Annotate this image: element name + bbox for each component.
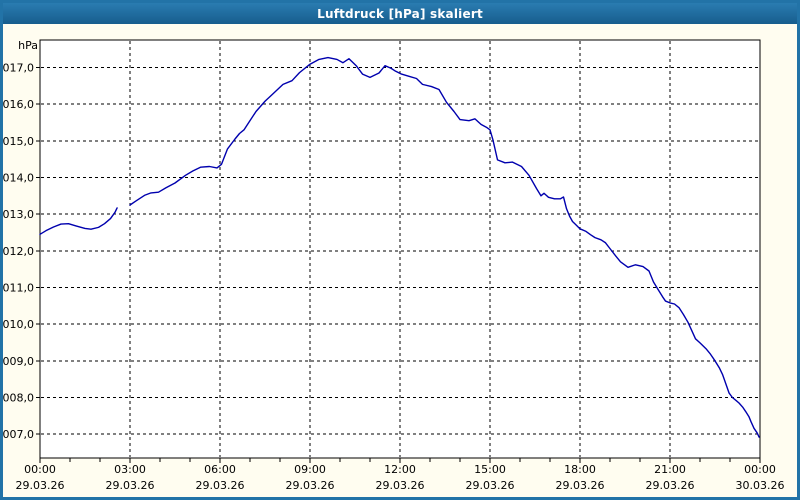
x-tick-time-label: 03:00 (114, 463, 146, 476)
x-tick-date-label: 30.03.26 (736, 479, 785, 492)
pressure-chart: 1017,0 1016,0 1015,0 1014,0 1013,0 1012,0 1011… (3, 39, 785, 492)
y-tick-label: 1017,0 (3, 62, 34, 75)
x-tick-time-label: 06:00 (204, 463, 236, 476)
x-tick-date-label: 29.03.26 (556, 479, 605, 492)
x-tick-time-label: 15:00 (474, 463, 506, 476)
x-tick-time-label: 12:00 (384, 463, 416, 476)
y-axis-unit-label: hPa (18, 39, 38, 52)
title-bar: Luftdruck [hPa] skaliert (3, 3, 797, 24)
x-tick-time-label: 00:00 (744, 463, 776, 476)
y-tick-label: 1011,0 (3, 282, 34, 295)
x-tick-time-label: 09:00 (294, 463, 326, 476)
window-title: Luftdruck [hPa] skaliert (317, 6, 483, 21)
y-tick-label: 1015,0 (3, 135, 34, 148)
y-tick-label: 1012,0 (3, 245, 34, 258)
y-tick-label: 1008,0 (3, 392, 34, 405)
x-tick-date-label: 29.03.26 (106, 479, 155, 492)
y-tick-label: 1013,0 (3, 208, 34, 221)
x-tick-date-label: 29.03.26 (286, 479, 335, 492)
y-tick-label: 1010,0 (3, 318, 34, 331)
x-tick-date-label: 29.03.26 (466, 479, 515, 492)
x-tick-date-label: 29.03.26 (646, 479, 695, 492)
chart-line-luftdruck (39, 207, 118, 236)
x-tick-date-label: 29.03.26 (16, 479, 65, 492)
y-tick-label: 1014,0 (3, 172, 34, 185)
x-tick-date-label: 29.03.26 (376, 479, 425, 492)
chart-line-luftdruck (129, 56, 760, 438)
y-tick-label: 1009,0 (3, 355, 34, 368)
x-tick-time-label: 21:00 (654, 463, 686, 476)
y-tick-label: 1007,0 (3, 428, 34, 441)
x-tick-time-label: 00:00 (24, 463, 56, 476)
x-tick-time-label: 18:00 (564, 463, 596, 476)
y-tick-label: 1016,0 (3, 98, 34, 111)
x-tick-date-label: 29.03.26 (196, 479, 245, 492)
plot-frame (39, 39, 761, 459)
